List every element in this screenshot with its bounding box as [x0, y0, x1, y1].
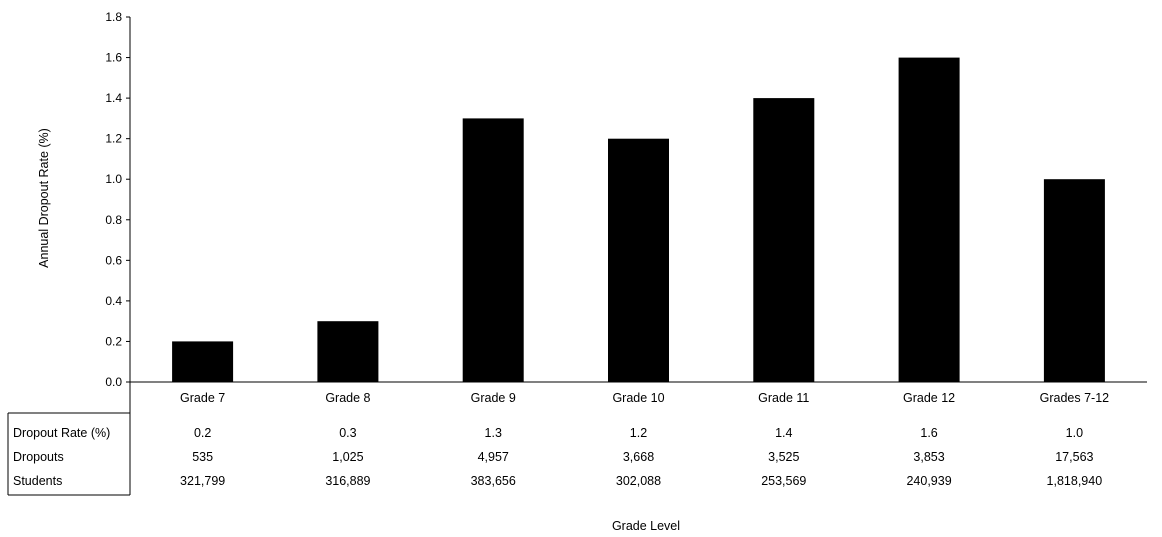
- table-cell: 383,656: [471, 474, 516, 488]
- y-axis: 0.0 0.2 0.4 0.6 0.8 1.0 1.2 1.4 1.6 1.8: [105, 10, 131, 389]
- y-tick-label: 1.6: [105, 51, 122, 65]
- table-cell: 4,957: [478, 450, 509, 464]
- table-row-label: Dropouts: [13, 450, 64, 464]
- bar-grades-7-12: [1043, 179, 1105, 382]
- table-cell: 1.2: [630, 426, 647, 440]
- table-row-label: Dropout Rate (%): [13, 426, 110, 440]
- y-tick-label: 0.4: [105, 294, 122, 308]
- y-tick-label: 1.2: [105, 132, 122, 146]
- table-cell: 302,088: [616, 474, 661, 488]
- table-cell: 1.3: [485, 426, 502, 440]
- bar-grade-11: [753, 98, 815, 382]
- x-category-label: Grade 11: [758, 391, 809, 405]
- y-tick-label: 0.6: [105, 253, 122, 267]
- y-tick-label: 1.8: [105, 10, 122, 24]
- x-category-label: Grade 8: [325, 391, 370, 405]
- data-table: Dropout Rate (%) 0.2 0.3 1.3 1.2 1.4 1.6 1.0 Dro…: [7, 382, 1103, 496]
- bar-grade-12: [898, 57, 960, 382]
- table-cell: 321,799: [180, 474, 225, 488]
- table-cell: 1.6: [920, 426, 937, 440]
- table-row-label: Students: [13, 474, 62, 488]
- table-cell: 316,889: [325, 474, 370, 488]
- y-tick-label: 1.4: [105, 91, 122, 105]
- table-cell: 240,939: [906, 474, 951, 488]
- x-category-label: Grade 9: [471, 391, 516, 405]
- table-cell: 1.4: [775, 426, 792, 440]
- y-axis-title: Annual Dropout Rate (%): [37, 128, 51, 268]
- table-cell: 17,563: [1055, 450, 1093, 464]
- x-axis: Grade 7 Grade 8 Grade 9 Grade 10 Grade 11 Gra…: [130, 381, 1147, 405]
- bar-grade-7: [172, 341, 234, 382]
- x-category-label: Grade 12: [903, 391, 955, 405]
- table-cell: 3,853: [913, 450, 944, 464]
- table-cell: 3,525: [768, 450, 799, 464]
- x-axis-title: Grade Level: [612, 519, 680, 533]
- table-cell: 0.2: [194, 426, 211, 440]
- y-tick-label: 1.0: [105, 172, 122, 186]
- x-category-label: Grade 10: [612, 391, 664, 405]
- bar-grade-8: [317, 321, 379, 382]
- table-cell: 1,025: [332, 450, 363, 464]
- x-category-label: Grade 7: [180, 391, 225, 405]
- y-tick-label: 0.2: [105, 334, 122, 348]
- bar-grade-10: [608, 138, 669, 382]
- y-tick-label: 0.0: [105, 375, 122, 389]
- x-category-label: Grades 7-12: [1040, 391, 1110, 405]
- table-cell: 1,818,940: [1047, 474, 1103, 488]
- bars-group: [172, 57, 1105, 383]
- table-cell: 535: [192, 450, 213, 464]
- bar-grade-9: [462, 118, 524, 383]
- table-cell: 253,569: [761, 474, 806, 488]
- y-tick-label: 0.8: [105, 213, 122, 227]
- table-cell: 1.0: [1066, 426, 1083, 440]
- table-cell: 3,668: [623, 450, 654, 464]
- table-cell: 0.3: [339, 426, 356, 440]
